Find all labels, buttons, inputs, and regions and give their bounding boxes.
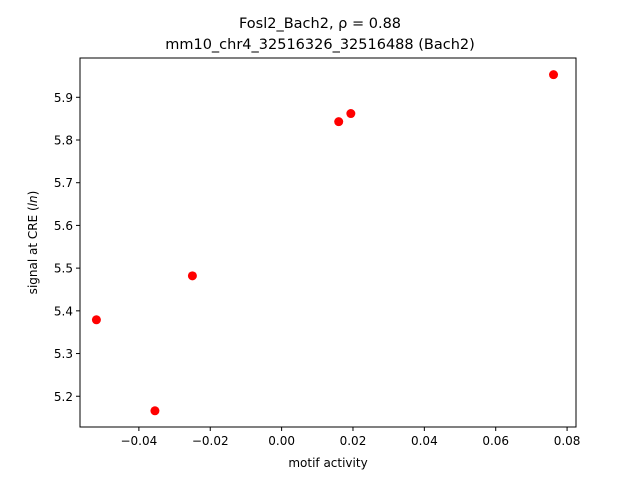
data-point (187, 271, 197, 281)
plot-frame (79, 57, 577, 428)
x-tick-label: 0.06 (482, 434, 509, 448)
data-point (150, 406, 160, 416)
x-tick-label: 0.00 (268, 434, 295, 448)
data-point (334, 117, 344, 127)
y-tick-label: 5.9 (54, 91, 73, 105)
chart-title-line2: mm10_chr4_32516326_32516488 (Bach2) (165, 37, 475, 53)
data-points (91, 70, 559, 416)
y-axis-ticks: 5.2 5.3 5.4 5.5 5.6 5.7 5.8 5.9 (54, 91, 80, 404)
y-tick-label: 5.3 (54, 347, 73, 361)
x-tick-label: −0.02 (192, 434, 229, 448)
x-tick-label: 0.04 (411, 434, 438, 448)
data-point (549, 70, 559, 80)
y-axis-label-suffix: ) (26, 191, 40, 196)
y-tick-label: 5.7 (54, 176, 73, 190)
y-axis-label: signal at CRE (ln) (26, 191, 40, 295)
data-point (346, 109, 356, 119)
x-tick-label: −0.04 (120, 434, 157, 448)
data-point (91, 315, 101, 325)
y-tick-label: 5.2 (54, 390, 73, 404)
y-axis-label-prefix: signal at CRE ( (26, 206, 40, 294)
y-axis-label-italic: ln (26, 195, 40, 206)
x-tick-label: 0.08 (554, 434, 581, 448)
y-tick-label: 5.6 (54, 219, 73, 233)
chart-title-line1: Fosl2_Bach2, ρ = 0.88 (239, 16, 401, 32)
x-tick-label: 0.02 (340, 434, 367, 448)
x-axis-ticks: −0.04 −0.02 0.00 0.02 0.04 0.06 0.08 (120, 427, 580, 448)
y-tick-label: 5.5 (54, 262, 73, 276)
y-tick-label: 5.4 (54, 304, 73, 318)
x-axis-label: motif activity (288, 456, 367, 470)
y-tick-label: 5.8 (54, 134, 73, 148)
